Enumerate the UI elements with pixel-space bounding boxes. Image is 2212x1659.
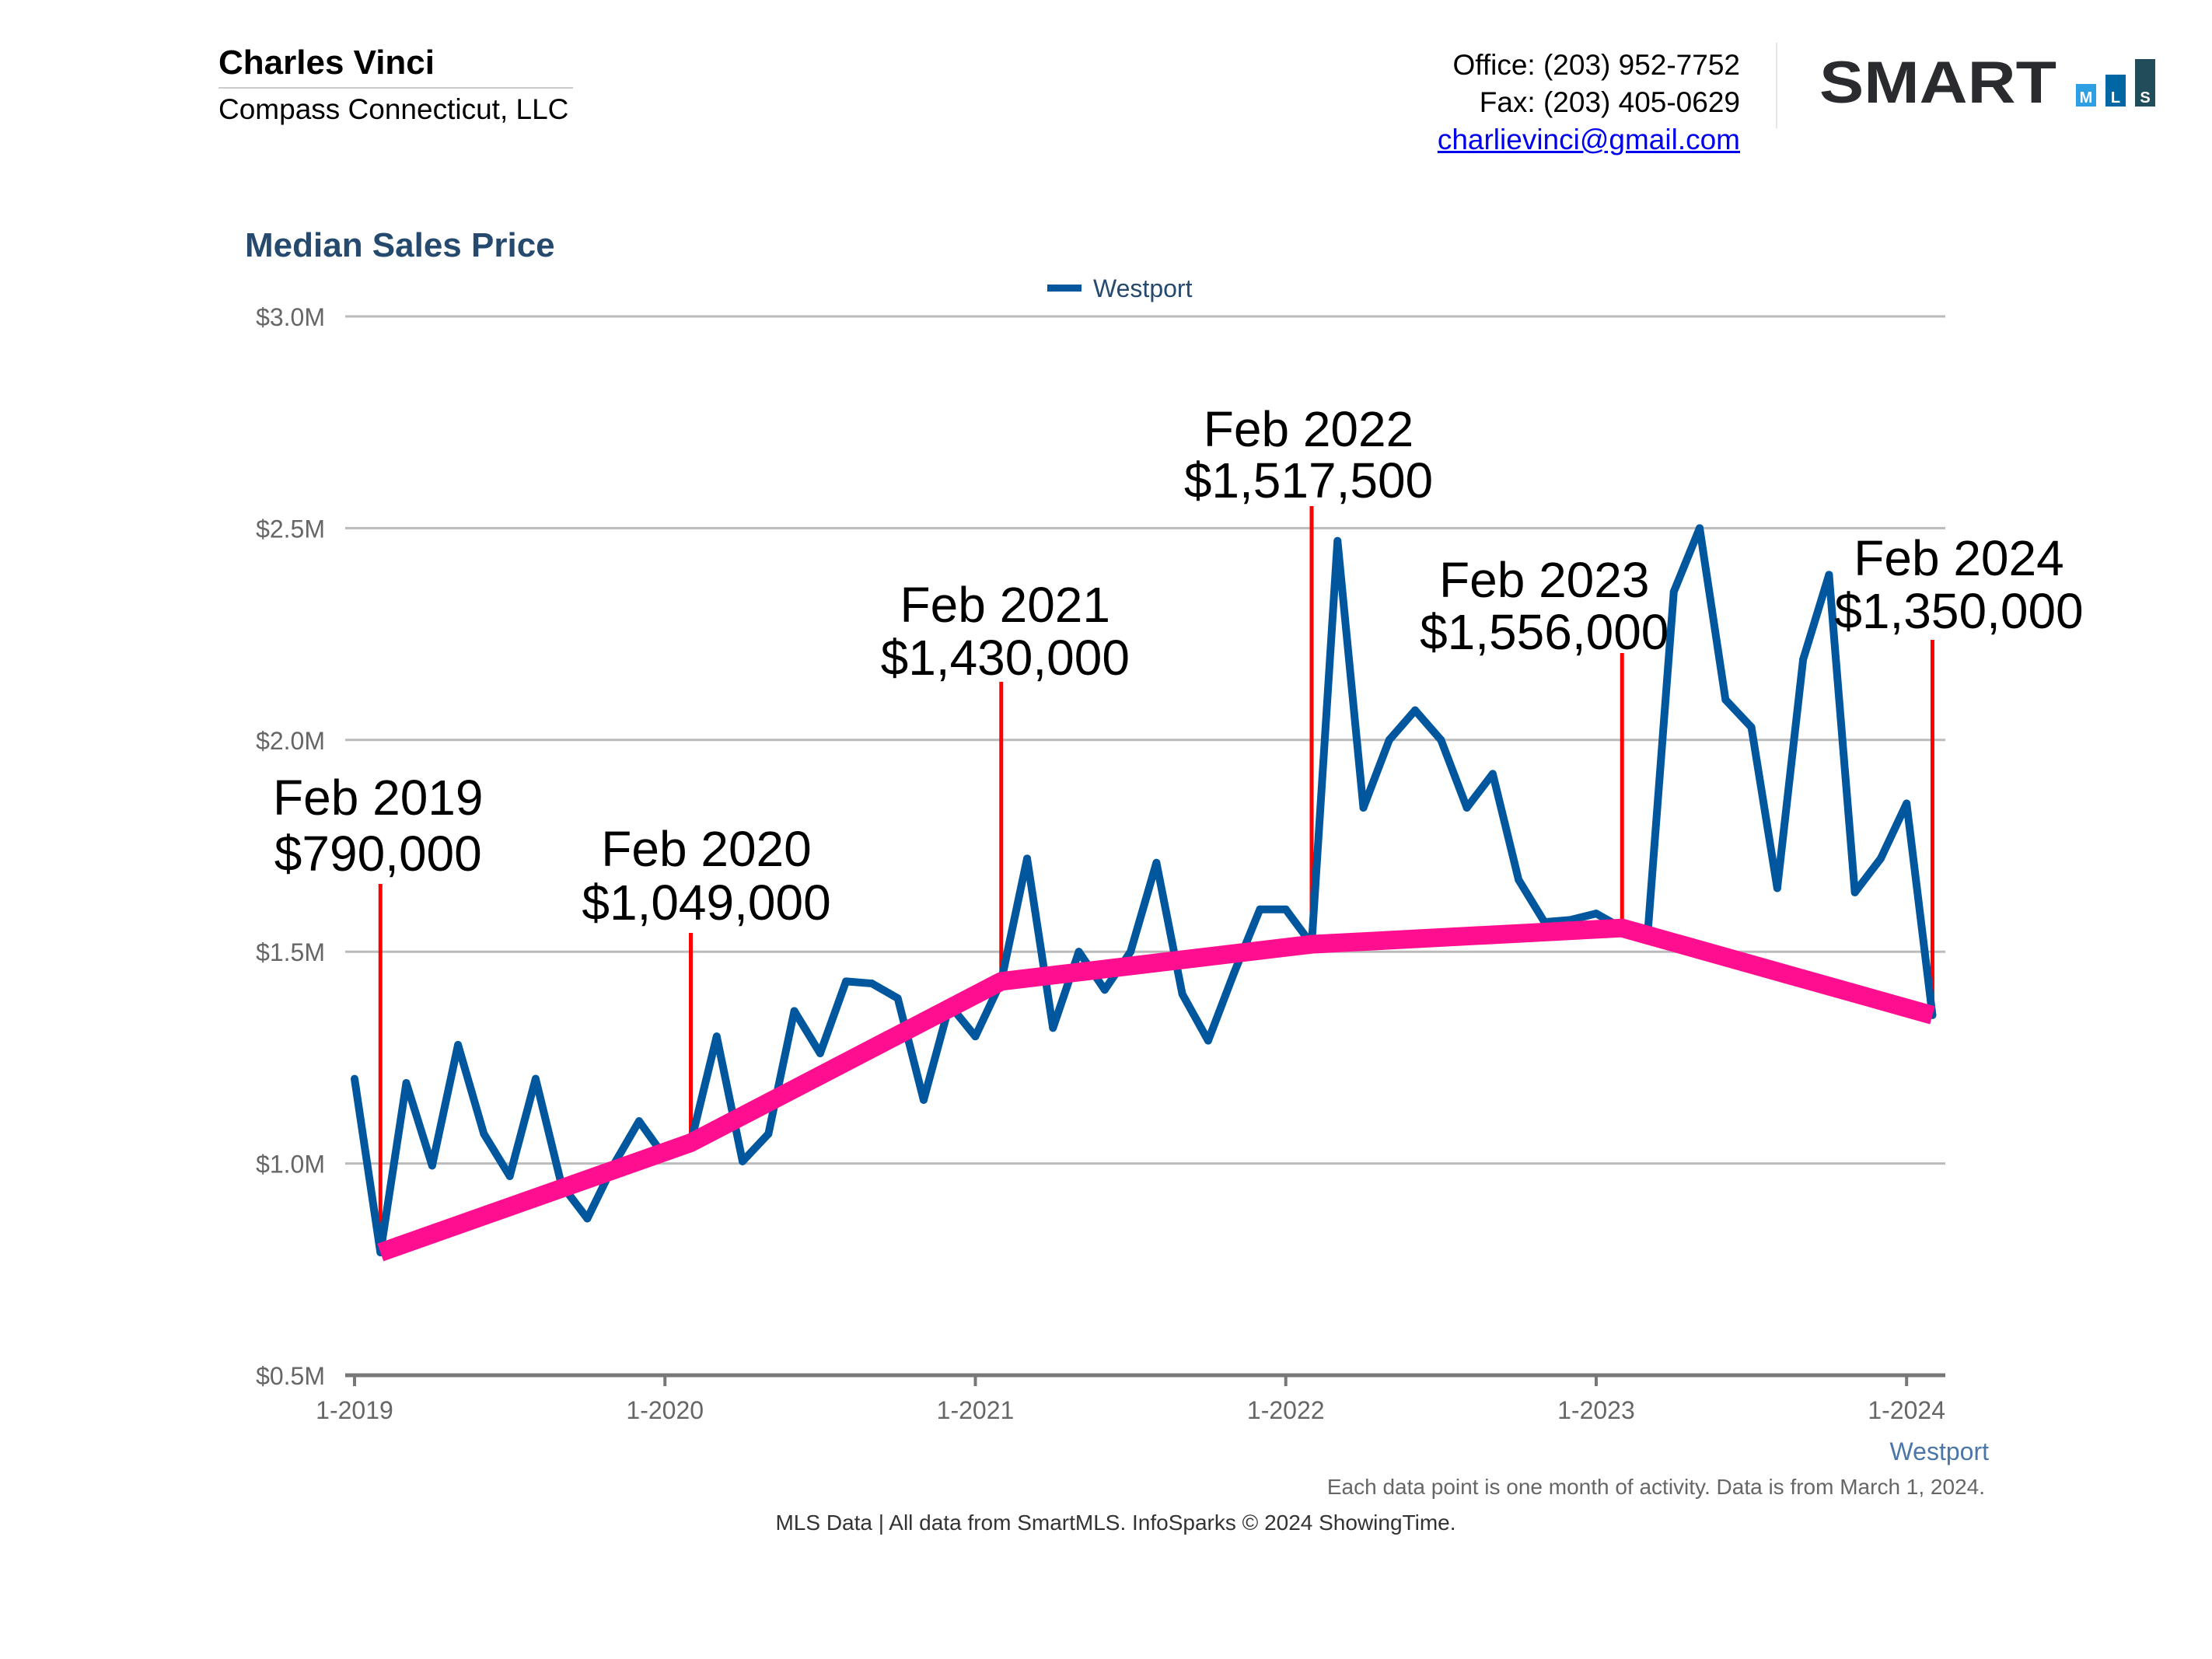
x-tick-label: 1-2023 <box>1557 1396 1635 1424</box>
data-point <box>454 1041 463 1050</box>
legend: Westport <box>1047 274 1193 302</box>
contact-block: Office: (203) 952-7752 Fax: (203) 405-06… <box>1438 47 1740 159</box>
data-point <box>1850 888 1859 896</box>
annotation-value: $1,556,000 <box>1420 604 1669 660</box>
trend-line-february <box>377 918 1935 1262</box>
data-point <box>1411 706 1420 714</box>
data-point <box>790 1007 798 1015</box>
data-point <box>739 1157 747 1165</box>
data-point <box>1437 735 1445 744</box>
data-point <box>1592 910 1600 918</box>
data-point <box>505 1172 514 1180</box>
data-point <box>428 1161 436 1170</box>
data-point <box>1669 588 1678 596</box>
x-axis-series-label: Westport <box>1890 1437 1990 1465</box>
logo-bar <box>2135 59 2155 107</box>
legend-swatch <box>1047 285 1082 292</box>
data-point <box>1075 948 1083 956</box>
data-point <box>1281 905 1290 913</box>
office-phone: Office: (203) 952-7752 <box>1452 49 1740 81</box>
data-point <box>1256 905 1264 913</box>
data-point <box>1385 735 1393 744</box>
annotation-period: Feb 2022 <box>1204 401 1414 457</box>
y-tick-label: $1.0M <box>256 1151 325 1179</box>
logo-text: SMART <box>1819 54 2056 109</box>
data-point <box>351 1074 358 1083</box>
y-tick-label: $2.0M <box>256 727 325 755</box>
agent-company: Compass Connecticut, LLC <box>218 93 569 125</box>
annotation-period: Feb 2021 <box>900 577 1110 633</box>
data-point <box>842 977 851 986</box>
logo-bar <box>2105 75 2126 107</box>
data-point <box>816 1049 824 1057</box>
x-tick-label: 1-2020 <box>626 1396 704 1424</box>
annotation-value: $1,049,000 <box>582 875 830 931</box>
data-point <box>1230 969 1239 977</box>
annotation-value: $1,517,500 <box>1184 452 1433 508</box>
data-point <box>1359 803 1368 812</box>
data-point <box>971 1032 980 1041</box>
data-point <box>402 1079 411 1088</box>
data-point <box>1799 655 1808 664</box>
annotation-value: $1,350,000 <box>1834 583 2083 639</box>
annotation-value: $1,430,000 <box>881 630 1130 686</box>
data-point <box>1696 524 1704 533</box>
data-point <box>583 1214 592 1223</box>
x-tick-label: 1-2021 <box>937 1396 1015 1424</box>
chart-title: Median Sales Price <box>245 226 555 264</box>
annotation-period: Feb 2023 <box>1439 552 1649 608</box>
annotation-period: Feb 2020 <box>601 821 811 877</box>
smartmls-logo: SMART M L S <box>1819 54 2155 109</box>
data-point <box>1204 1036 1212 1045</box>
data-point <box>1825 571 1833 579</box>
data-note: Each data point is one month of activity… <box>1327 1475 1985 1499</box>
series-line-westport <box>351 524 1937 1257</box>
x-tick-label: 1-2022 <box>1247 1396 1325 1424</box>
data-point <box>1876 854 1885 863</box>
data-point <box>712 1032 721 1041</box>
data-point <box>1100 986 1109 994</box>
x-tick-label: 1-2024 <box>1868 1396 1945 1424</box>
data-point <box>1178 990 1186 998</box>
logo-letter: S <box>2140 89 2150 107</box>
divider <box>218 87 573 89</box>
data-point <box>1049 1024 1057 1032</box>
data-point <box>1773 884 1781 892</box>
data-point <box>1462 803 1471 812</box>
data-point <box>1515 875 1523 884</box>
y-tick-label: $3.0M <box>256 303 325 331</box>
data-point <box>1747 723 1756 732</box>
email-link[interactable]: charlievinci@gmail.com <box>1437 124 1740 155</box>
logo-letter: L <box>2111 89 2120 107</box>
data-point <box>531 1074 540 1083</box>
data-point <box>1488 770 1497 778</box>
annotation-period: Feb 2019 <box>273 770 483 826</box>
data-point <box>764 1130 773 1138</box>
data-point <box>1721 696 1730 704</box>
logo-bar <box>2076 84 2096 107</box>
agent-name: Charles Vinci <box>218 44 435 82</box>
divider <box>1776 43 1777 128</box>
y-tick-label: $1.5M <box>256 938 325 966</box>
data-point <box>919 1095 928 1104</box>
legend-label: Westport <box>1093 274 1193 302</box>
annotation-value: $790,000 <box>274 826 482 882</box>
fax-number: Fax: (203) 405-0629 <box>1479 86 1740 118</box>
x-tick-label: 1-2019 <box>316 1396 393 1424</box>
y-tick-label: $0.5M <box>256 1362 325 1390</box>
source-credit: MLS Data | All data from SmartMLS. InfoS… <box>775 1511 1455 1535</box>
data-point <box>1023 854 1032 863</box>
data-point <box>1152 858 1161 867</box>
data-point <box>634 1117 643 1126</box>
y-tick-label: $2.5M <box>256 515 325 543</box>
data-point <box>868 980 876 988</box>
data-point <box>893 994 902 1003</box>
data-point <box>1903 799 1911 808</box>
data-point <box>1127 948 1135 956</box>
data-point <box>480 1130 488 1138</box>
data-point <box>1333 536 1342 545</box>
annotation-period: Feb 2024 <box>1854 530 2063 586</box>
logo-letter: M <box>2080 89 2093 107</box>
